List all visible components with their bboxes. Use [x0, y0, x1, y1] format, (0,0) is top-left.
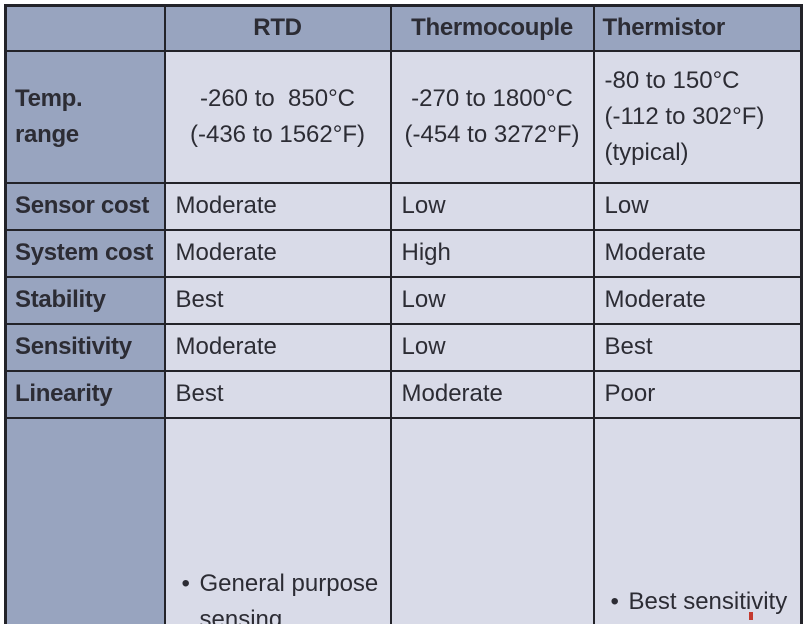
cell-sensor-cost-thermistor: Low [592, 181, 803, 231]
cell-sensitivity-thermocouple: Low [389, 322, 595, 372]
bullet-item: Best sensitivity [605, 584, 797, 620]
bullet-list: Best sensitivity Narrow ranges (e.g. med… [605, 510, 797, 624]
row-label-specify-for: Specify for: [4, 416, 166, 624]
cell-sensitivity-rtd: Moderate [163, 322, 392, 372]
row-sensitivity: Sensitivity Moderate Low Best [4, 322, 803, 372]
cell-specify-thermocouple: Highest temperatures [389, 416, 595, 624]
row-label-sensitivity: Sensitivity [4, 322, 166, 372]
column-header-thermocouple: Thermocouple [389, 4, 595, 52]
cell-stability-thermocouple: Low [389, 275, 595, 325]
cell-system-cost-rtd: Moderate [163, 228, 392, 278]
row-stability: Stability Best Low Moderate [4, 275, 803, 325]
row-sensor-cost: Sensor cost Moderate Low Low [4, 181, 803, 231]
cell-temp-range-rtd: -260 to 850°C (-436 to 1562°F) [163, 49, 392, 184]
bullet-item: General purpose sensing [176, 566, 386, 624]
bullet-list: General purpose sensing Highest accuracy… [176, 492, 386, 624]
row-linearity: Linearity Best Moderate Poor [4, 369, 803, 419]
corner-cell [4, 4, 166, 52]
row-temp-range: Temp. range -260 to 850°C (-436 to 1562°… [4, 49, 803, 184]
cell-specify-rtd: General purpose sensing Highest accuracy… [163, 416, 392, 624]
row-label-system-cost: System cost [4, 228, 166, 278]
row-system-cost: System cost Moderate High Moderate [4, 228, 803, 278]
cell-linearity-thermistor: Poor [592, 369, 803, 419]
cell-linearity-thermocouple: Moderate [389, 369, 595, 419]
column-header-rtd: RTD [163, 4, 392, 52]
cell-linearity-rtd: Best [163, 369, 392, 419]
cell-sensitivity-thermistor: Best [592, 322, 803, 372]
cell-specify-thermistor: Best sensitivity Narrow ranges (e.g. med… [592, 416, 803, 624]
cell-stability-rtd: Best [163, 275, 392, 325]
row-label-sensor-cost: Sensor cost [4, 181, 166, 231]
cell-temp-range-thermocouple: -270 to 1800°C (-454 to 3272°F) [389, 49, 595, 184]
cell-system-cost-thermocouple: High [389, 228, 595, 278]
cell-sensor-cost-thermocouple: Low [389, 181, 595, 231]
column-header-thermistor: Thermistor [592, 4, 803, 52]
row-label-linearity: Linearity [4, 369, 166, 419]
cell-stability-thermistor: Moderate [592, 275, 803, 325]
cell-system-cost-thermistor: Moderate [592, 228, 803, 278]
header-row: RTD Thermocouple Thermistor [4, 4, 803, 52]
row-specify-for: Specify for: General purpose sensing Hig… [4, 416, 803, 624]
sensor-comparison-table: RTD Thermocouple Thermistor Temp. range … [4, 4, 803, 624]
cell-temp-range-thermistor: -80 to 150°C (-112 to 302°F) (typical) [592, 49, 803, 184]
bullet-list: Highest temperatures [402, 618, 589, 624]
row-label-stability: Stability [4, 275, 166, 325]
row-label-temp-range: Temp. range [4, 49, 166, 184]
cell-sensor-cost-rtd: Moderate [163, 181, 392, 231]
stray-red-mark [749, 612, 753, 620]
